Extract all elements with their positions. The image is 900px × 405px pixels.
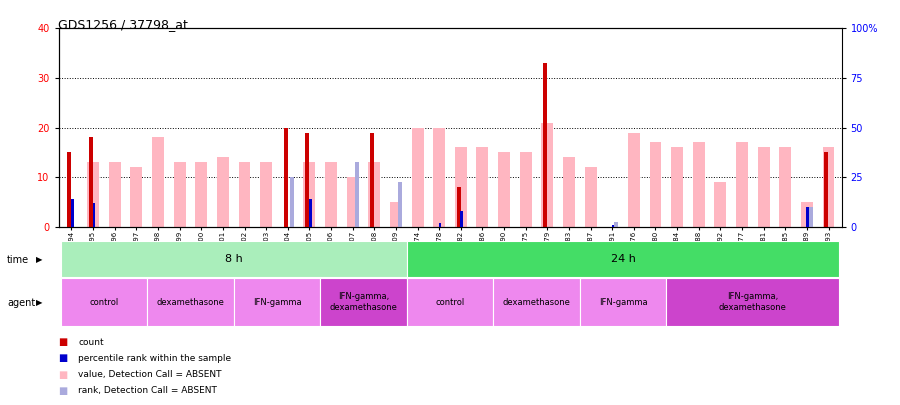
Bar [407, 241, 840, 277]
Bar [809, 207, 813, 227]
Bar [60, 278, 148, 326]
Text: control: control [89, 298, 119, 307]
Bar [152, 138, 164, 227]
Bar [580, 278, 666, 326]
Text: 24 h: 24 h [610, 254, 635, 264]
Bar [693, 143, 705, 227]
Bar [407, 278, 493, 326]
Bar [109, 162, 121, 227]
Bar [493, 278, 580, 326]
Text: ▶: ▶ [36, 256, 42, 264]
Text: ▶: ▶ [36, 298, 42, 307]
Bar [320, 278, 407, 326]
Bar [260, 162, 272, 227]
Bar [498, 152, 510, 227]
Bar [305, 132, 310, 227]
Text: dexamethasone: dexamethasone [157, 298, 224, 307]
Bar [60, 241, 407, 277]
Text: agent: agent [7, 298, 35, 307]
Bar [238, 162, 250, 227]
Bar [585, 167, 597, 227]
Bar [370, 132, 374, 227]
Bar [614, 222, 618, 227]
Text: rank, Detection Call = ABSENT: rank, Detection Call = ABSENT [78, 386, 217, 395]
Bar [801, 202, 813, 227]
Bar [346, 177, 358, 227]
Text: time: time [7, 255, 30, 265]
Bar [89, 138, 93, 227]
Bar [290, 177, 293, 227]
Bar [758, 147, 770, 227]
Bar [666, 278, 840, 326]
Text: control: control [436, 298, 464, 307]
Bar [309, 199, 311, 227]
Bar [563, 158, 575, 227]
Bar [715, 182, 726, 227]
Bar [544, 63, 547, 227]
Text: value, Detection Call = ABSENT: value, Detection Call = ABSENT [78, 370, 221, 379]
Bar [68, 152, 71, 227]
Bar [411, 128, 424, 227]
Bar [217, 158, 229, 227]
Text: count: count [78, 338, 104, 347]
Bar [234, 278, 320, 326]
Text: IFN-gamma,
dexamethasone: IFN-gamma, dexamethasone [719, 292, 787, 312]
Bar [355, 162, 358, 227]
Bar [779, 147, 791, 227]
Text: ■: ■ [58, 354, 68, 363]
Bar [650, 143, 662, 227]
Bar [542, 123, 554, 227]
Bar [823, 147, 834, 227]
Text: ■: ■ [58, 337, 68, 347]
Text: 8 h: 8 h [225, 254, 243, 264]
Bar [325, 162, 337, 227]
Bar [454, 147, 467, 227]
Bar [476, 147, 489, 227]
Bar [824, 152, 828, 227]
Bar [368, 162, 380, 227]
Bar [806, 207, 809, 227]
Bar [520, 152, 532, 227]
Text: percentile rank within the sample: percentile rank within the sample [78, 354, 231, 363]
Text: IFN-gamma: IFN-gamma [253, 298, 302, 307]
Bar [736, 143, 748, 227]
Text: ■: ■ [58, 370, 68, 379]
Text: dexamethasone: dexamethasone [502, 298, 571, 307]
Bar [398, 182, 401, 227]
Text: IFN-gamma,
dexamethasone: IFN-gamma, dexamethasone [329, 292, 398, 312]
Bar [174, 162, 185, 227]
Bar [628, 132, 640, 227]
Bar [87, 162, 99, 227]
Bar [439, 223, 441, 227]
Bar [130, 167, 142, 227]
Bar [612, 225, 615, 227]
Text: IFN-gamma: IFN-gamma [598, 298, 647, 307]
Bar [390, 202, 402, 227]
Bar [71, 199, 74, 227]
Bar [461, 211, 463, 227]
Bar [195, 162, 207, 227]
Bar [93, 203, 95, 227]
Text: ■: ■ [58, 386, 68, 396]
Bar [148, 278, 234, 326]
Text: GDS1256 / 37798_at: GDS1256 / 37798_at [58, 18, 188, 31]
Bar [303, 162, 315, 227]
Bar [456, 187, 461, 227]
Bar [433, 128, 446, 227]
Bar [671, 147, 683, 227]
Bar [284, 128, 288, 227]
